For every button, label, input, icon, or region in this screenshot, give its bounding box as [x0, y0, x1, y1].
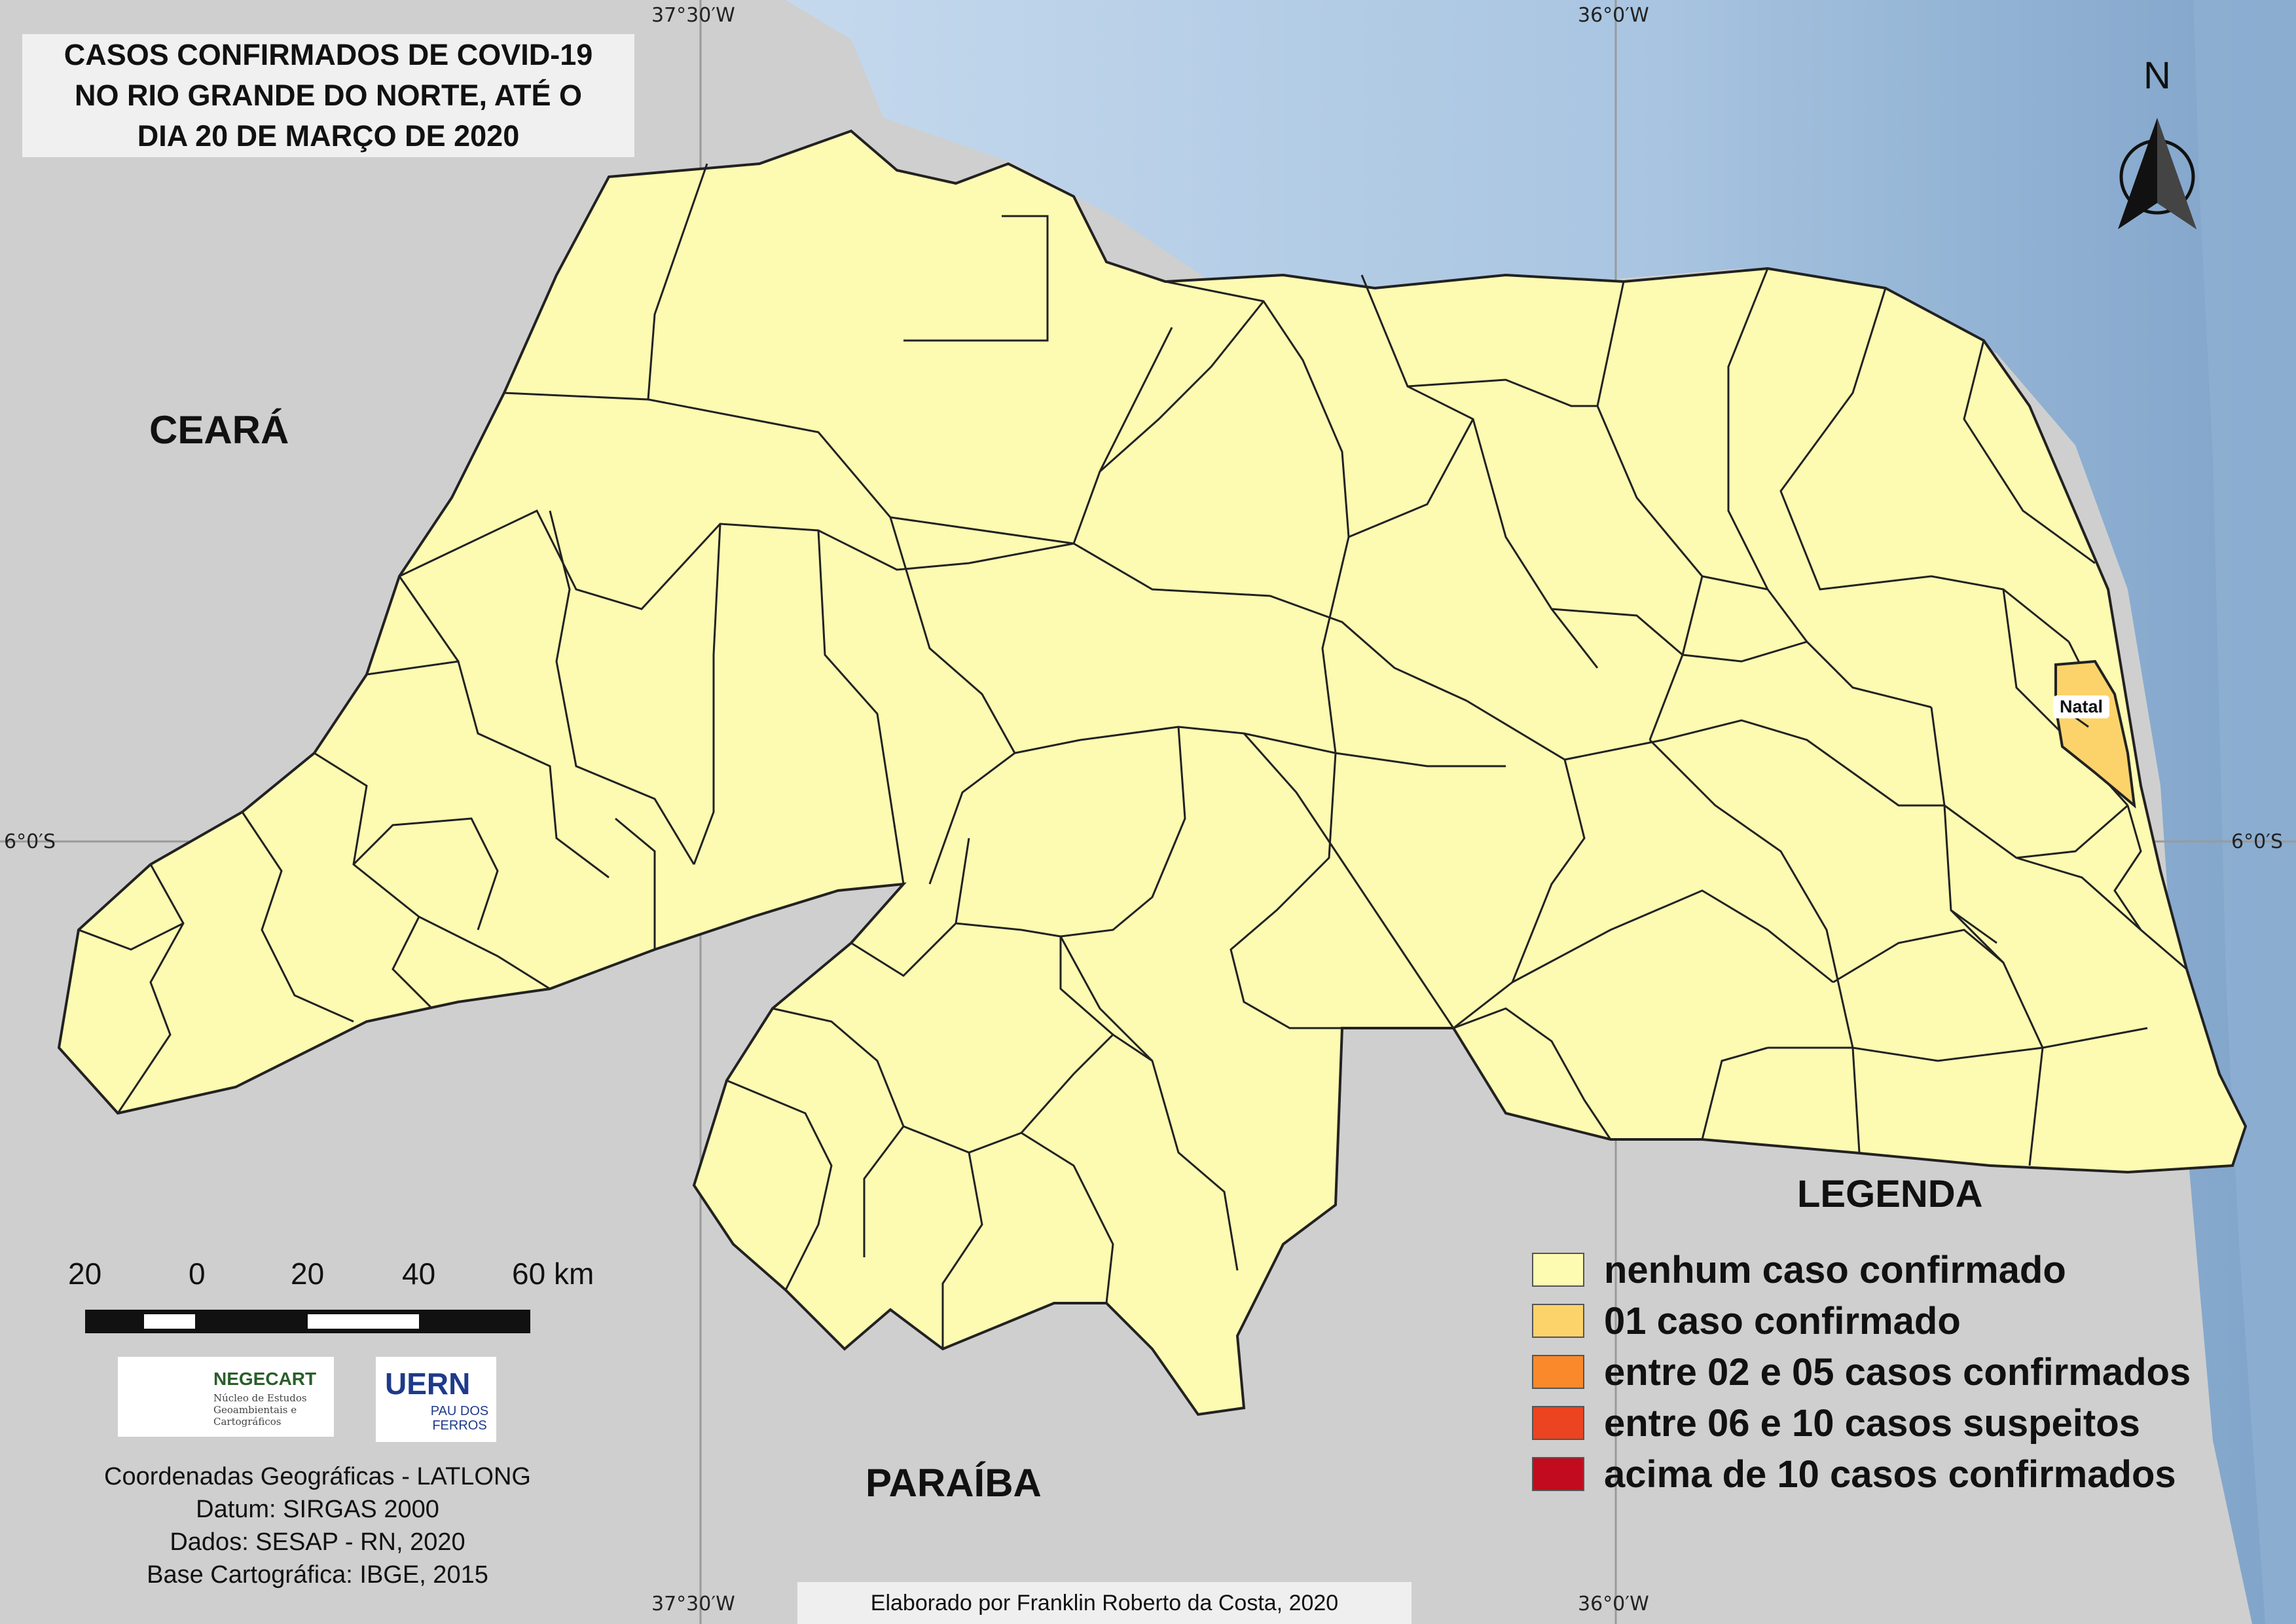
scale-label: 20 — [68, 1257, 102, 1291]
legend-label: entre 06 e 10 casos suspeitos — [1604, 1401, 2140, 1445]
scale-label: 60 km — [512, 1257, 594, 1291]
municipality-borders — [78, 163, 2187, 1349]
grid-label-lat-right: 6°0′S — [2231, 830, 2284, 853]
legend-item: entre 02 e 05 casos confirmados — [1532, 1346, 2191, 1397]
info-coordinates: Coordenadas Geográficas - LATLONG — [104, 1463, 531, 1490]
legend-swatch-0 — [1532, 1253, 1584, 1287]
scale-label: 40 — [402, 1257, 436, 1291]
info-datum: Datum: SIRGAS 2000 — [196, 1496, 439, 1523]
legend-swatch-1 — [1532, 1304, 1584, 1338]
uern-logo: UERN PAU DOS FERROS — [376, 1357, 496, 1442]
legend-item: acima de 10 casos confirmados — [1532, 1449, 2191, 1500]
legend-item: entre 06 e 10 casos suspeitos — [1532, 1397, 2191, 1449]
uern-name: UERN — [385, 1367, 471, 1401]
info-base-map: Base Cartográfica: IBGE, 2015 — [147, 1561, 488, 1589]
legend-label: 01 caso confirmado — [1604, 1299, 1961, 1342]
city-label-natal: Natal — [2053, 695, 2110, 718]
north-arrow-label: N — [2143, 54, 2171, 97]
grid-label-lat-left: 6°0′S — [4, 830, 56, 853]
negecart-subtitle: Núcleo de Estudos Geoambientais e Cartog… — [213, 1392, 307, 1428]
legend-label: entre 02 e 05 casos confirmados — [1604, 1350, 2191, 1393]
credits-text: Elaborado por Franklin Roberto da Costa,… — [870, 1590, 1339, 1615]
legend-label: acima de 10 casos confirmados — [1604, 1452, 2176, 1496]
grid-label-lon-bottom-right: 36°0′W — [1578, 1593, 1649, 1615]
state-label-paraiba: PARAÍBA — [866, 1461, 1042, 1505]
legend-title: LEGENDA — [1797, 1173, 1983, 1215]
legend-swatch-4 — [1532, 1457, 1584, 1491]
ocean — [655, 0, 2296, 1624]
rio-grande-do-norte-state — [57, 129, 2248, 1416]
negecart-logo: NEGECART Núcleo de Estudos Geoambientais… — [118, 1357, 334, 1437]
grid-label-lon-bottom-left: 37°30′W — [651, 1593, 735, 1615]
legend-swatch-3 — [1532, 1406, 1584, 1440]
legend-label: nenhum caso confirmado — [1604, 1248, 2066, 1291]
map-title-box: CASOS CONFIRMADOS DE COVID-19 NO RIO GRA… — [22, 34, 634, 157]
legend-swatch-2 — [1532, 1355, 1584, 1389]
state-label-ceara: CEARÁ — [149, 408, 289, 452]
scale-bar — [85, 1310, 530, 1333]
map-title: CASOS CONFIRMADOS DE COVID-19 NO RIO GRA… — [64, 38, 593, 153]
grid-label-lon-top-right: 36°0′W — [1578, 4, 1649, 27]
legend-item: 01 caso confirmado — [1532, 1295, 2191, 1346]
map-metadata: Coordenadas Geográficas - LATLONG Datum:… — [52, 1460, 583, 1591]
scale-labels: 20 0 20 40 60 km — [65, 1256, 609, 1291]
grid-label-lon-top-left: 37°30′W — [651, 4, 735, 27]
scale-label: 0 — [189, 1257, 206, 1291]
scale-label: 20 — [291, 1257, 325, 1291]
north-arrow-icon — [2118, 118, 2196, 229]
legend-item: nenhum caso confirmado — [1532, 1244, 2191, 1295]
legend: nenhum caso confirmado 01 caso confirmad… — [1532, 1244, 2191, 1500]
negecart-name: NEGECART — [213, 1369, 317, 1389]
info-data-source: Dados: SESAP - RN, 2020 — [170, 1528, 465, 1556]
uern-subtitle: PAU DOS FERROS — [430, 1404, 489, 1433]
ocean-shelf-shade — [2193, 0, 2296, 1624]
credits-box: Elaborado por Franklin Roberto da Costa,… — [797, 1582, 1412, 1624]
